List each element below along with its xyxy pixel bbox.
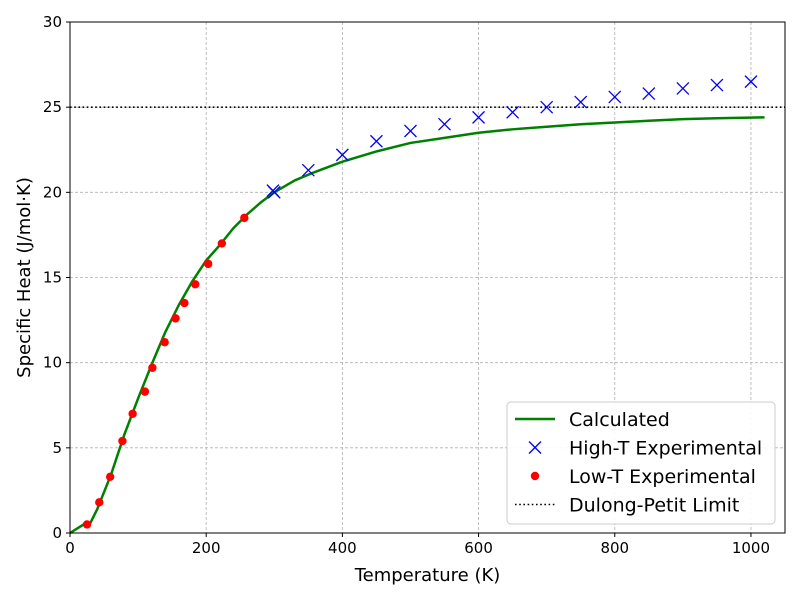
low-t-point (217, 239, 227, 248)
x-tick-label: 600 (464, 539, 493, 557)
high-t-point (744, 75, 758, 89)
y-tick-label: 5 (52, 439, 62, 457)
high-t-point (369, 134, 383, 148)
high-t-point (710, 78, 724, 92)
y-tick-label: 25 (43, 98, 62, 116)
high-t-point (608, 90, 622, 104)
y-tick-label: 20 (43, 183, 62, 201)
x-tick-label: 0 (65, 539, 75, 557)
axis-ticks: 0 200 400 600 800 1000 0 5 10 15 20 25 30 (43, 13, 770, 557)
low-t-point (191, 280, 200, 289)
high-t-point (404, 124, 417, 138)
low-t-point (105, 472, 115, 481)
legend: Calculated High-T Experimental Low-T Exper… (506, 401, 776, 525)
high-t-point (335, 148, 349, 162)
x-axis-label: Temperature (K) (354, 565, 501, 586)
high-t-point (438, 117, 451, 131)
low-t-point (128, 409, 137, 418)
low-t-point (240, 213, 249, 223)
low-t-point (204, 259, 213, 269)
high-t-point (267, 185, 281, 199)
low-t-point (171, 314, 180, 323)
y-tick-label: 0 (52, 524, 62, 542)
low-t-point (180, 298, 189, 308)
high-t-point (540, 100, 554, 114)
high-t-point (506, 105, 520, 119)
y-tick-label: 10 (43, 354, 62, 372)
y-tick-label: 15 (43, 269, 62, 287)
low-t-point (95, 498, 104, 507)
legend-label: Low-T Experimental (569, 466, 756, 488)
y-axis-label: Specific Heat (J/mol·K) (14, 177, 35, 378)
high-t-point (574, 95, 588, 109)
low-t-point (160, 338, 169, 347)
low-t-point (82, 520, 92, 529)
x-tick-label: 1000 (732, 539, 770, 557)
high-t-point (642, 87, 656, 100)
legend-box (506, 401, 776, 525)
legend-low-t-swatch (530, 471, 540, 481)
calculated-line (69, 116, 765, 535)
low-t-point (148, 363, 157, 372)
high-t-point (301, 163, 315, 177)
high-t-point (676, 81, 690, 95)
x-tick-label: 200 (192, 539, 221, 557)
low-t-point (118, 436, 127, 446)
legend-label: Calculated (569, 409, 670, 431)
legend-high-t-swatch (528, 441, 542, 454)
y-tick-label: 30 (43, 13, 62, 31)
low-t-point (140, 387, 150, 396)
plot-area (69, 75, 785, 535)
high-t-point (472, 110, 486, 124)
legend-label: Dulong-Petit Limit (569, 495, 739, 517)
legend-label: High-T Experimental (569, 438, 762, 460)
x-tick-label: 800 (600, 539, 629, 557)
x-tick-label: 400 (328, 539, 357, 557)
